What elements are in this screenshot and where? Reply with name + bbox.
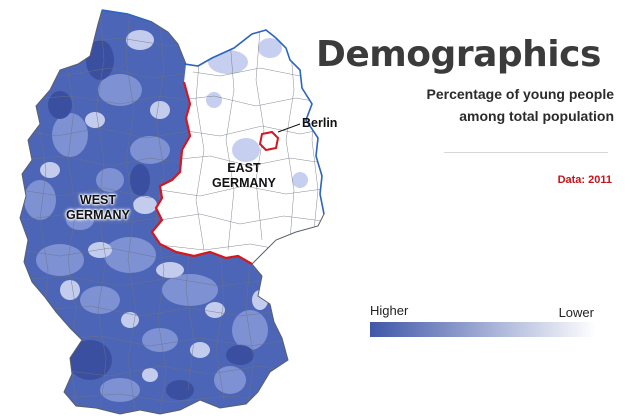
west-label-line1: WEST (79, 193, 116, 207)
northeast-coastline (183, 29, 325, 215)
inner-german-border (150, 81, 253, 265)
east-label-line1: EAST (227, 161, 261, 175)
northwest-coastline (101, 9, 153, 23)
page-title: Demographics (316, 34, 601, 75)
east-germany-label: EAST GERMANY (212, 161, 276, 191)
west-germany-label: WEST GERMANY (66, 193, 130, 223)
subtitle-line2: among total population (459, 108, 614, 124)
legend-low-label: Lower (558, 305, 594, 320)
west-label-line2: GERMANY (66, 208, 130, 222)
legend-high-label: Higher (370, 303, 409, 318)
berlin-pointer-line (277, 123, 301, 133)
divider (444, 152, 608, 153)
legend-gradient-bar (370, 322, 596, 337)
data-note: Data: 2011 (557, 174, 612, 186)
germany-map-svg (19, 9, 325, 415)
berlin-label: Berlin (302, 116, 338, 130)
germany-map: WEST GERMANY EAST GERMANY Berlin (19, 9, 338, 415)
subtitle-line1: Percentage of young people (426, 86, 614, 102)
berlin-area (258, 130, 280, 152)
east-label-line2: GERMANY (212, 176, 276, 190)
